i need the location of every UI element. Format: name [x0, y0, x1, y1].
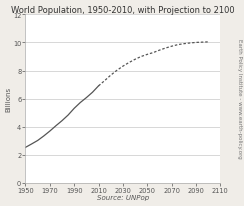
Text: Earth Policy Institute - www.earth-policy.org: Earth Policy Institute - www.earth-polic…	[237, 39, 242, 158]
Title: World Population, 1950-2010, with Projection to 2100: World Population, 1950-2010, with Projec…	[11, 6, 235, 14]
X-axis label: Source: UNPop: Source: UNPop	[97, 194, 149, 200]
Y-axis label: Billions: Billions	[6, 87, 11, 112]
